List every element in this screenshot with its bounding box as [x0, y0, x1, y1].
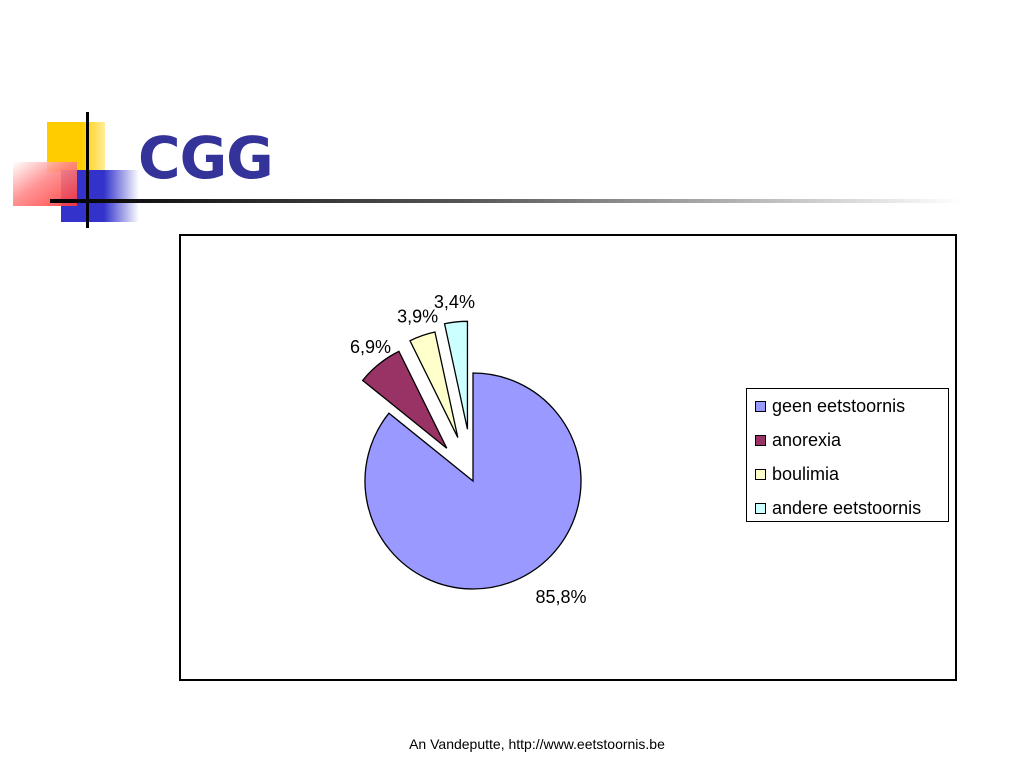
- pie-slice-boulimia: [409, 331, 459, 438]
- legend-label: boulimia: [772, 464, 840, 484]
- legend-item: andere eetstoornis: [755, 498, 948, 532]
- legend-label: geen eetstoornis: [772, 396, 906, 416]
- legend-swatch: [755, 469, 766, 480]
- data-label-boulimia: 3,9%: [397, 306, 438, 326]
- legend-swatch: [755, 435, 766, 446]
- slide-title: CGG: [138, 124, 274, 192]
- deco-vertical-line: [86, 112, 89, 228]
- title-decoration: [13, 112, 962, 228]
- legend-item: geen eetstoornis: [755, 396, 948, 430]
- pie-chart: 85,8% 6,9% 3,9%3,4%: [350, 292, 587, 607]
- chart-area: 85,8% 6,9% 3,9% 3,4% geen eetstoornis anorex…: [179, 234, 957, 681]
- data-label-geen-eetstoornis: 85,8%: [535, 587, 586, 607]
- pie-slice-geen-eetstoornis: [364, 372, 582, 590]
- legend-label: anorexia: [772, 430, 842, 450]
- title-underline: [50, 199, 962, 203]
- deco-red-square: [13, 162, 77, 206]
- data-label-andere-eetstoornis: 3,4%: [434, 292, 475, 312]
- slide-footer: An Vandeputte, http://www.eetstoornis.be: [409, 736, 665, 752]
- legend-item: boulimia: [755, 464, 948, 498]
- legend-swatch: [755, 503, 766, 514]
- pie-slice-anorexia: [361, 350, 448, 449]
- legend-label: andere eetstoornis: [772, 498, 922, 518]
- pie-slice-andere-eetstoornis: [443, 320, 469, 430]
- legend-item: anorexia: [755, 430, 948, 464]
- data-label-anorexia: 6,9%: [350, 337, 391, 357]
- chart-legend: geen eetstoornis anorexia boulimia andere e…: [746, 388, 949, 522]
- legend-swatch: [755, 401, 766, 412]
